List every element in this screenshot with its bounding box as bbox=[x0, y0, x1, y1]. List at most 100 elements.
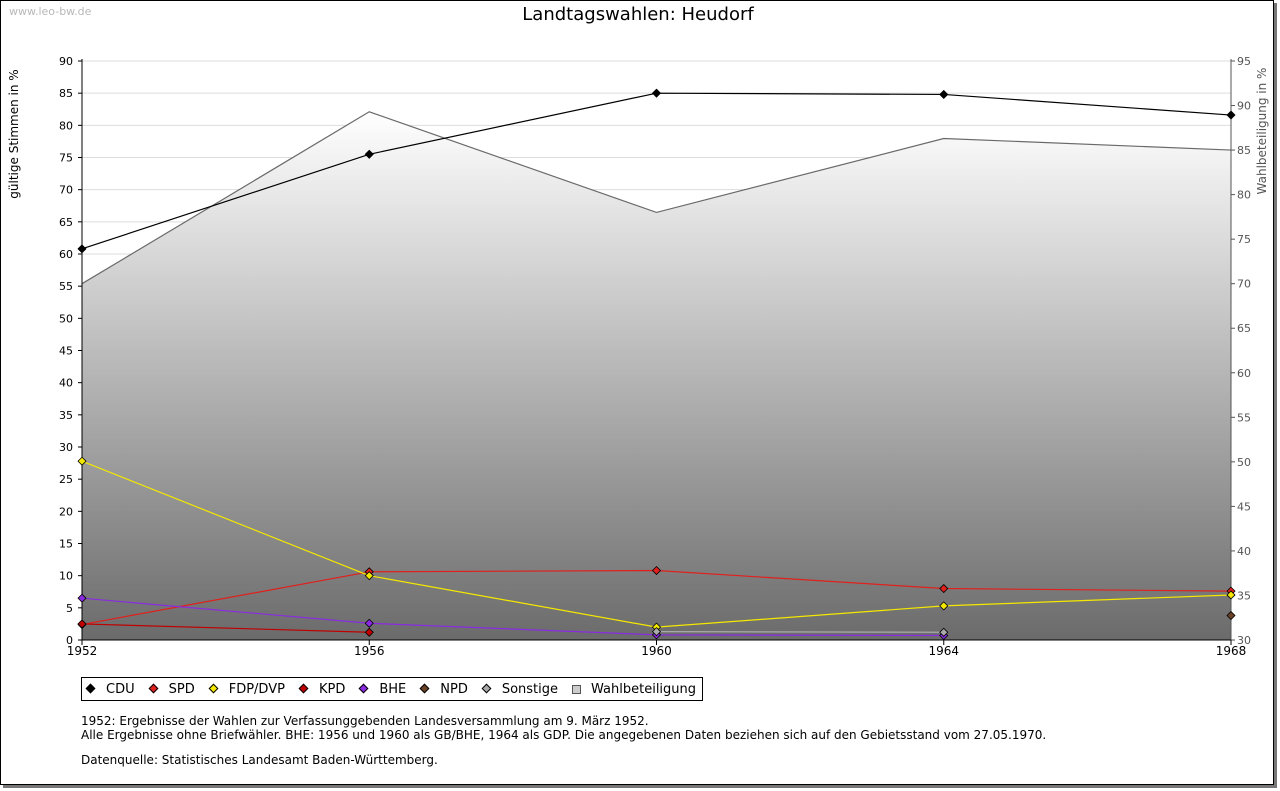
turnout-area bbox=[81, 111, 1232, 640]
note-1952: 1952: Ergebnisse der Wahlen zur Verfassu… bbox=[81, 714, 649, 728]
legend-item-fdp-dvp: FDP/DVP bbox=[209, 682, 285, 697]
y-tick-label-left: 70 bbox=[59, 184, 73, 197]
point-kpd bbox=[77, 619, 87, 629]
legend-item-sonstige: Sonstige bbox=[482, 682, 558, 697]
point-fdp-dvp bbox=[77, 456, 87, 466]
y-tick-label-left: 65 bbox=[59, 216, 73, 229]
point-npd bbox=[1226, 610, 1236, 621]
y-tick-label-left: 60 bbox=[59, 248, 73, 261]
legend-item-wahlbeteiligung: Wahlbeteiligung bbox=[572, 682, 696, 697]
chart-title: Landtagswahlen: Heudorf bbox=[522, 4, 754, 25]
point-fdp-dvp bbox=[364, 571, 374, 581]
y-tick-label-right: 40 bbox=[1237, 545, 1251, 558]
series-line-kpd bbox=[81, 623, 370, 633]
series-lines bbox=[77, 88, 1236, 641]
series-npd bbox=[1226, 610, 1236, 621]
legend: CDU SPD FDP/DVP KPD BHE NPD Sonstige Wahlbeteil… bbox=[81, 677, 704, 701]
legend-marker-icon bbox=[149, 684, 159, 694]
legend-marker-icon bbox=[209, 684, 219, 694]
point-spd bbox=[939, 583, 949, 594]
y-tick-label-left: 40 bbox=[59, 377, 73, 390]
point-sonstige bbox=[651, 627, 662, 637]
y-tick-label-left: 80 bbox=[59, 119, 73, 132]
x-tick-label: 1964 bbox=[928, 644, 959, 658]
point-cdu bbox=[939, 89, 949, 100]
legend-marker-icon bbox=[359, 684, 369, 694]
legend-label: KPD bbox=[318, 681, 346, 697]
point-cdu bbox=[1226, 110, 1236, 120]
point-bhe bbox=[364, 618, 374, 628]
y-tick-label-left: 25 bbox=[59, 473, 73, 486]
y-tick-label-right: 70 bbox=[1237, 278, 1251, 291]
point-cdu bbox=[77, 244, 87, 254]
legend-item-bhe: BHE bbox=[359, 682, 406, 697]
point-cdu bbox=[364, 149, 374, 159]
legend-label: FDP/DVP bbox=[228, 681, 285, 697]
y-tick-label-left: 50 bbox=[59, 312, 73, 325]
point-kpd bbox=[364, 627, 374, 637]
legend-item-spd: SPD bbox=[149, 682, 195, 697]
y-tick-label-right: 80 bbox=[1237, 189, 1251, 202]
turnout-area-line bbox=[81, 111, 1232, 285]
point-bhe bbox=[77, 593, 87, 603]
legend-marker-icon bbox=[482, 684, 492, 694]
legend-item-npd: NPD bbox=[420, 682, 468, 697]
line-chart: 0 5 10 15 20 25 30 35 40 45 50 55 60 65 70 75 80 85 90 30 35… bbox=[59, 55, 1251, 658]
legend-marker-icon bbox=[572, 684, 582, 694]
series-sonstige bbox=[651, 627, 949, 637]
y-tick-label-right: 45 bbox=[1237, 500, 1251, 513]
y-tick-label-left: 15 bbox=[59, 538, 73, 551]
y-tick-label-right: 60 bbox=[1237, 367, 1251, 380]
turnout-area-fill bbox=[82, 111, 1231, 640]
series-kpd bbox=[77, 619, 374, 637]
y-tick-label-left: 10 bbox=[59, 570, 73, 583]
notes: 1952: Ergebnisse der Wahlen zur Verfassu… bbox=[81, 714, 1046, 742]
legend-label: NPD bbox=[440, 681, 468, 697]
point-fdp-dvp bbox=[939, 601, 949, 611]
x-tick-label: 1968 bbox=[1216, 644, 1247, 658]
y-tick-label-right: 35 bbox=[1237, 589, 1251, 602]
y-tick-label-left: 0 bbox=[66, 634, 73, 647]
x-tick-label: 1960 bbox=[641, 644, 672, 658]
legend-label: Sonstige bbox=[501, 681, 559, 697]
legend-marker-icon bbox=[86, 684, 96, 694]
y-tick-label-left: 5 bbox=[66, 602, 73, 615]
y-tick-label-right: 75 bbox=[1237, 233, 1251, 246]
legend-marker-icon bbox=[420, 684, 430, 694]
y-tick-label-left: 90 bbox=[59, 55, 73, 68]
y-tick-label-left: 75 bbox=[59, 152, 73, 165]
legend-label: Wahlbeteiligung bbox=[591, 681, 697, 697]
note-general: Alle Ergebnisse ohne Briefwähler. BHE: 1… bbox=[81, 728, 1047, 742]
x-tick-label: 1952 bbox=[67, 644, 98, 658]
y-tick-label-left: 85 bbox=[59, 87, 73, 100]
legend-marker-icon bbox=[299, 684, 309, 694]
legend-label: SPD bbox=[168, 681, 195, 697]
y-tick-label-left: 55 bbox=[59, 280, 73, 293]
point-sonstige bbox=[939, 627, 949, 637]
y-tick-label-left: 20 bbox=[59, 505, 73, 518]
data-source: Datenquelle: Statistisches Landesamt Bad… bbox=[81, 753, 438, 767]
axes: 0 5 10 15 20 25 30 35 40 45 50 55 60 65 70 75 80 85 90 30 35… bbox=[59, 55, 1251, 658]
y-tick-label-right: 30 bbox=[1237, 634, 1251, 647]
legend-item-cdu: CDU bbox=[86, 682, 135, 697]
y-tick-label-left: 30 bbox=[59, 441, 73, 454]
y-tick-label-left: 35 bbox=[59, 409, 73, 422]
series-line-bhe bbox=[81, 597, 944, 637]
watermark: www.leo-bw.de bbox=[9, 5, 92, 18]
point-fdp-dvp bbox=[1226, 590, 1236, 600]
series-cdu bbox=[77, 88, 1236, 254]
legend-label: BHE bbox=[379, 681, 407, 697]
y-tick-label-right: 65 bbox=[1237, 322, 1251, 335]
legend-label: CDU bbox=[106, 681, 135, 697]
series-line-sonstige bbox=[656, 631, 944, 633]
y-tick-label-right: 90 bbox=[1237, 100, 1251, 113]
point-spd bbox=[651, 565, 662, 576]
y-tick-label-right: 50 bbox=[1237, 456, 1251, 469]
y-tick-label-right: 85 bbox=[1237, 144, 1251, 157]
x-tick-label: 1956 bbox=[354, 644, 385, 658]
point-cdu bbox=[651, 88, 662, 98]
legend-item-kpd: KPD bbox=[299, 682, 345, 697]
y-tick-label-left: 45 bbox=[59, 345, 73, 358]
y-tick-label-right: 95 bbox=[1237, 55, 1251, 68]
